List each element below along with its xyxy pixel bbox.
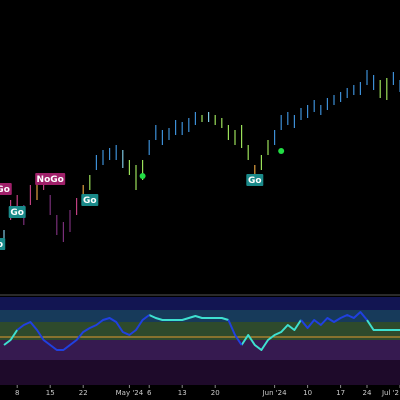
annotation-label: oGo [0, 185, 10, 195]
annotation-box [246, 174, 264, 186]
oscillator-band [0, 360, 400, 385]
annotation-label: Go [83, 196, 97, 206]
x-tick-label: 6 [147, 389, 152, 397]
annotation-label: Go [10, 208, 24, 218]
x-tick-label: 15 [46, 389, 55, 397]
x-tick-label: 17 [336, 389, 345, 397]
annotation-label: o [0, 240, 3, 250]
x-tick-label: 8 [15, 389, 19, 397]
annotation-label: NoGo [37, 175, 64, 185]
oscillator-band [0, 340, 400, 360]
annotation-label: Go [248, 176, 262, 186]
x-tick-label: May '24 [116, 389, 144, 397]
x-tick-label: Jun '24 [262, 389, 288, 397]
oscillator-line [3, 314, 400, 351]
x-tick-label: 24 [363, 389, 372, 397]
oscillator-band [0, 322, 400, 340]
annotation-box [8, 206, 26, 218]
oscillator-line [16, 311, 368, 351]
annotation-box [0, 238, 6, 250]
oscillator-band [0, 310, 400, 322]
annotation-box [81, 194, 99, 206]
x-tick-label: Jul '2 [381, 389, 399, 397]
annotation-box [35, 173, 66, 185]
x-tick-label: 20 [211, 389, 220, 397]
signal-dot [139, 173, 146, 179]
x-tick-label: 22 [79, 389, 88, 397]
x-tick-label: 10 [303, 389, 312, 397]
x-tick-label: 13 [178, 389, 187, 397]
signal-dot [278, 148, 285, 154]
annotation-box [0, 183, 12, 195]
oscillator-band [0, 297, 400, 310]
